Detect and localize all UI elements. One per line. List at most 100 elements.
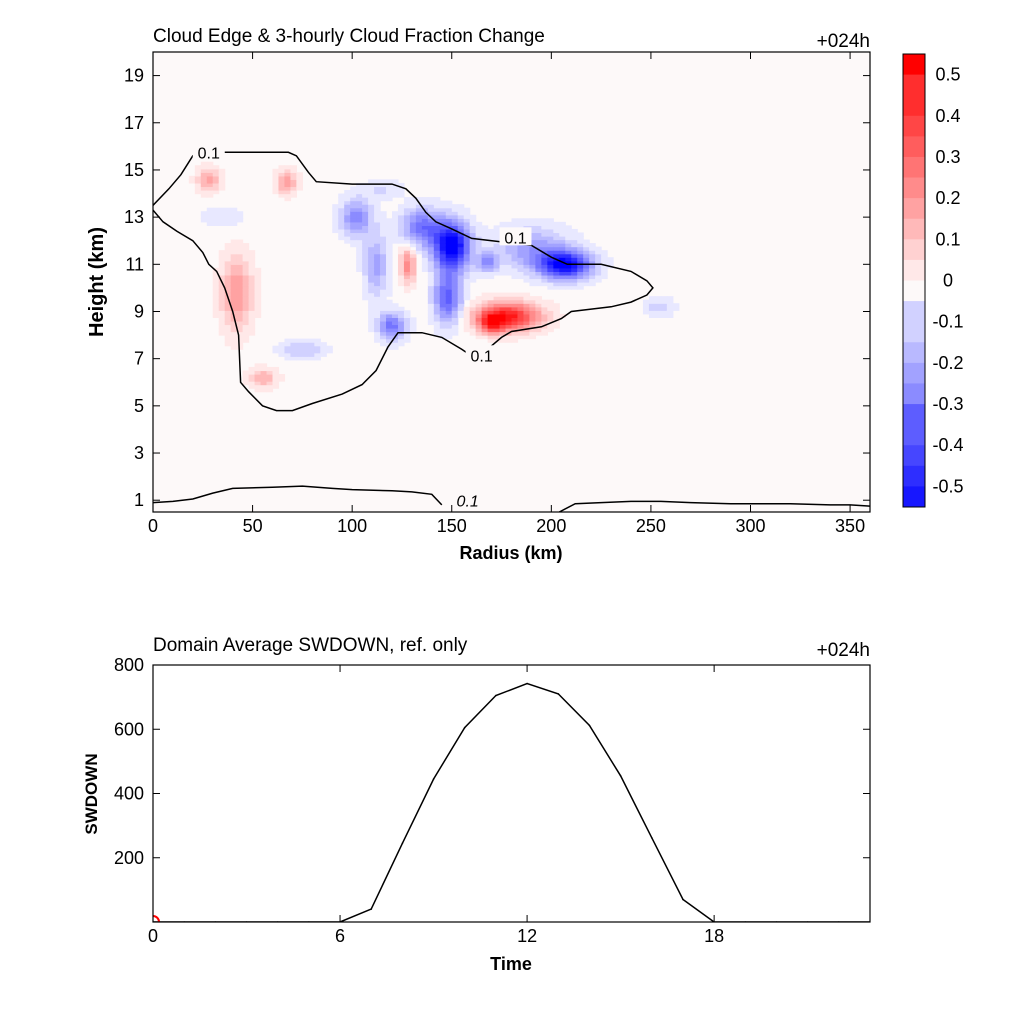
heatmap-cell (409, 282, 417, 287)
heatmap-cell (386, 317, 393, 322)
colorbar-level (903, 280, 925, 302)
heatmap-cell (350, 197, 357, 202)
heatmap-cell (332, 218, 339, 223)
line-chart-frame (152, 664, 871, 923)
heatmap-cell (368, 182, 375, 188)
heatmap-cell (356, 218, 363, 223)
heatmap-cell (523, 218, 531, 223)
heatmap-cell (427, 320, 435, 326)
heatmap-cell (374, 306, 381, 311)
heatmap-cell (296, 175, 303, 180)
heatmap-cell (589, 264, 596, 269)
heatmap-cell (380, 292, 387, 297)
heatmap-cell (511, 328, 519, 333)
heatmap-cell (553, 282, 560, 287)
heatmap-cell (248, 282, 256, 287)
heatmap-cell (648, 299, 656, 304)
heatmap-cell (374, 299, 381, 304)
heatmap-cell (457, 243, 465, 248)
heatmap-cell (445, 260, 453, 265)
heatmap-cell (397, 264, 405, 269)
heatmap-cell (511, 267, 519, 272)
heatmap-cell (427, 243, 435, 248)
heatmap-cell (547, 264, 554, 269)
heatmap-frame (152, 51, 871, 513)
heatmap-cell (547, 221, 554, 226)
heatmap-cell (397, 331, 405, 336)
heatmap-cell (350, 239, 357, 244)
heatmap-cell (427, 271, 435, 276)
heatmap-cell (505, 303, 513, 308)
heatmap-cell (254, 388, 262, 393)
heatmap-cell (415, 225, 423, 230)
heatmap-cell (332, 221, 339, 226)
heatmap-cell (439, 236, 447, 241)
heatmap-cell (523, 299, 531, 304)
heatmap-cell (529, 299, 536, 304)
heatmap-cell (194, 186, 202, 191)
heatmap-cell (445, 257, 453, 262)
heatmap-cell (356, 239, 363, 244)
heatmap-cell (529, 328, 536, 333)
heatmap-cell (445, 200, 453, 205)
heatmap-cell (386, 303, 393, 308)
heatmap-cell (535, 313, 542, 318)
heatmap-cell (254, 289, 262, 294)
heatmap-cell (577, 274, 584, 280)
heatmap-cell (230, 324, 238, 329)
heatmap-cell (403, 239, 411, 244)
heatmap-cell (332, 225, 339, 230)
heatmap-cell (463, 313, 471, 318)
heatmap-cell (451, 236, 459, 241)
heatmap-cell (242, 274, 250, 280)
heatmap-cell (308, 352, 315, 357)
heatmap-cell (409, 320, 417, 326)
heatmap-cell (296, 172, 303, 177)
heatmap-cell (374, 221, 381, 226)
heatmap-cell (278, 377, 286, 382)
heatmap-cell (565, 232, 572, 237)
contour-label: 0.1 (457, 493, 479, 510)
heatmap-cell (505, 338, 513, 343)
heatmap-cell (517, 324, 525, 329)
heatmap-cell (541, 260, 548, 265)
heatmap-cell (529, 225, 536, 230)
cloud-fraction-heatmap: 0.10.10.10.1 0 50 100 150 200 250 300 350 13579… (86, 26, 871, 563)
heatmap-cell (254, 274, 262, 280)
y-tick-label: 200 (114, 848, 144, 868)
heatmap-cell (427, 200, 435, 205)
heatmap-cell (672, 306, 680, 311)
heatmap-cell (236, 345, 244, 350)
heatmap-cell (212, 186, 220, 191)
heatmap-cell (362, 197, 369, 202)
heatmap-cell (392, 342, 399, 347)
heatmap-cell (445, 292, 453, 297)
swdown-point (557, 693, 560, 695)
heatmap-cell (362, 250, 369, 255)
heatmap-cell (439, 310, 447, 315)
heatmap-cell (427, 225, 435, 230)
heatmap-cell (248, 331, 256, 336)
heatmap-cell (248, 366, 256, 372)
heatmap-cell (224, 310, 232, 315)
heatmap-cell (380, 243, 387, 248)
heatmap-cell (487, 310, 495, 315)
heatmap-cell (386, 313, 393, 318)
heatmap-cell (666, 303, 674, 308)
heatmap-cell (242, 285, 250, 290)
heatmap-cell (553, 271, 560, 276)
heatmap-cell (380, 246, 387, 251)
contour-label: 0.1 (198, 145, 220, 162)
heatmap-cell (493, 303, 501, 308)
heatmap-cell (224, 328, 232, 333)
heatmap-cell (463, 296, 471, 301)
heatmap-cell (433, 278, 441, 283)
heatmap-cell (409, 257, 417, 262)
heatmap-cell (517, 335, 525, 340)
heatmap-cell (314, 356, 321, 361)
heatmap-cell (254, 313, 262, 318)
heatmap-cell (230, 211, 238, 216)
heatmap-cell (457, 267, 465, 272)
heatmap-cell (386, 328, 393, 333)
